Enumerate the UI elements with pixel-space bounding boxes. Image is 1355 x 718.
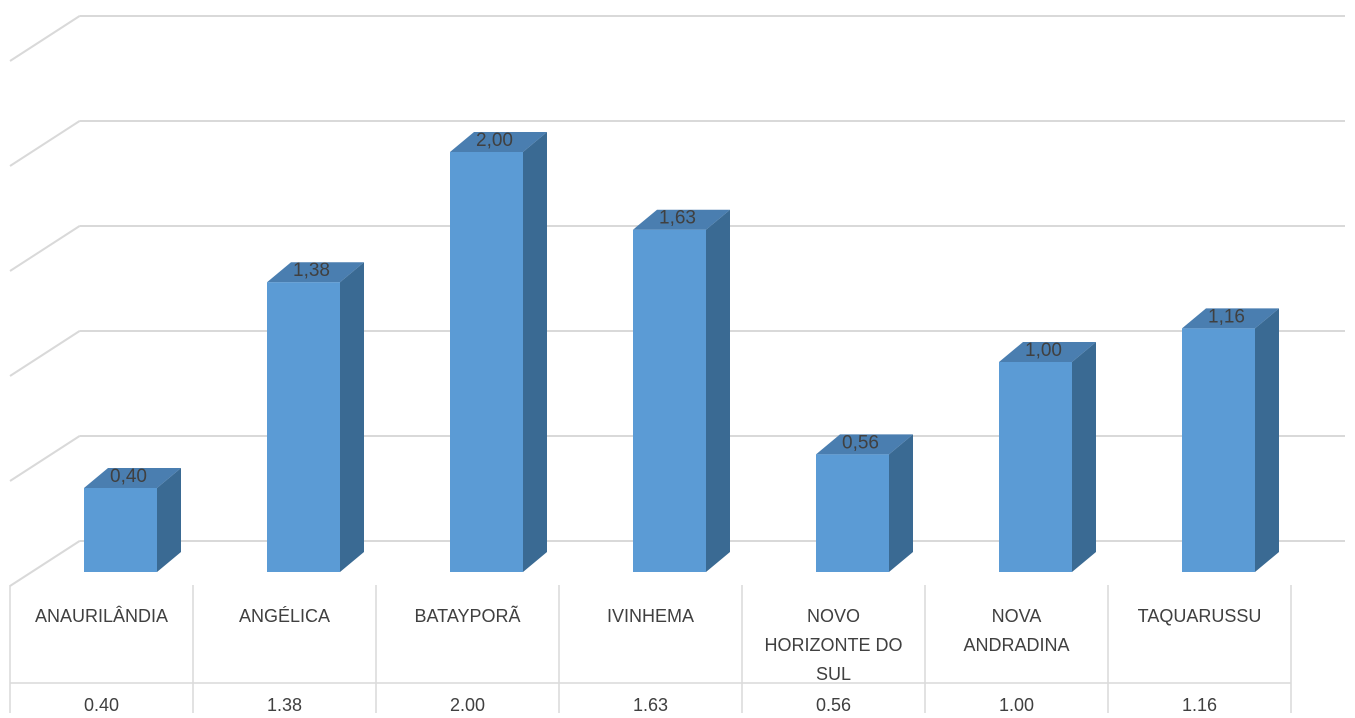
data-label: 0,40 xyxy=(110,466,147,487)
bar-top xyxy=(267,262,364,283)
bar-top xyxy=(999,342,1096,362)
category-label: ANGÉLICA xyxy=(239,606,330,626)
data-label: 1,00 xyxy=(1025,340,1062,361)
table-value: 1.16 xyxy=(1182,695,1217,713)
bar xyxy=(450,152,523,572)
table-value: 1.00 xyxy=(999,695,1034,713)
gridline-side xyxy=(9,330,81,377)
bar-side xyxy=(1072,342,1096,572)
category-label: IVINHEMA xyxy=(607,606,694,626)
category-label: BATAYPORÃ xyxy=(414,605,520,626)
category-label: NOVO xyxy=(807,606,860,626)
table-value: 0.40 xyxy=(84,695,119,713)
data-label: 2,00 xyxy=(476,130,513,151)
table-value: 1.38 xyxy=(267,695,302,713)
bar-side xyxy=(523,132,547,572)
bar-side xyxy=(1255,308,1279,572)
category-label: SUL xyxy=(816,664,851,684)
bar-side xyxy=(340,262,364,572)
table-value: 1.63 xyxy=(633,695,668,713)
bar xyxy=(816,454,889,572)
bar-top xyxy=(84,468,181,488)
gridline-side xyxy=(9,120,81,167)
gridline-side xyxy=(9,225,81,272)
table-value: 2.00 xyxy=(450,695,485,713)
bar-side xyxy=(889,434,913,572)
data-label: 0,56 xyxy=(842,432,879,453)
category-label: ANDRADINA xyxy=(963,635,1069,655)
data-label: 1,63 xyxy=(659,208,696,229)
gridline-side xyxy=(9,435,81,482)
data-label: 1,16 xyxy=(1208,306,1245,327)
bar-top xyxy=(633,209,730,230)
gridline-side xyxy=(9,15,81,62)
bar xyxy=(267,282,340,572)
bar xyxy=(84,488,157,572)
bar xyxy=(999,362,1072,572)
gridline-side xyxy=(9,540,81,587)
data-label: 1,38 xyxy=(293,260,330,281)
bar-top xyxy=(450,132,547,152)
bar xyxy=(633,229,706,572)
bar-side xyxy=(157,468,181,572)
bar-top xyxy=(816,434,913,455)
category-label: HORIZONTE DO xyxy=(765,635,903,655)
category-label: NOVA xyxy=(992,606,1042,626)
table-value: 0.56 xyxy=(816,695,851,713)
bar xyxy=(1182,328,1255,572)
bar-side xyxy=(706,209,730,572)
bar-top xyxy=(1182,308,1279,329)
category-label: ANAURILÂNDIA xyxy=(35,606,168,626)
category-label: TAQUARUSSU xyxy=(1138,606,1262,626)
